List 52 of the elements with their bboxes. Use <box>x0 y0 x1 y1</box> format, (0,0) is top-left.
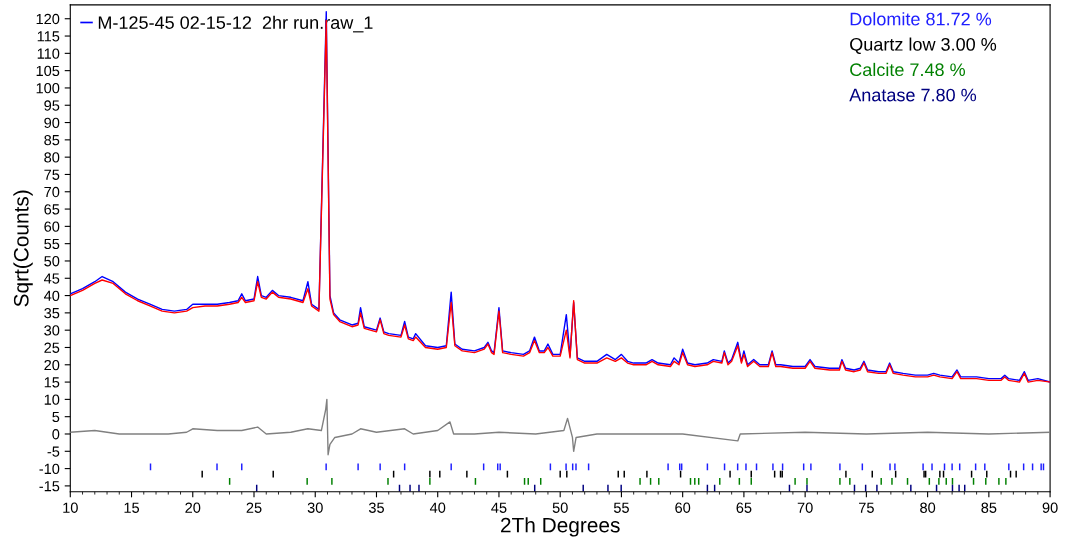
y-tick-label: 25 <box>44 342 60 353</box>
x-tick-label: 50 <box>552 502 568 513</box>
text: Calcite 7.48 % <box>850 62 966 77</box>
x-tick-label: 15 <box>124 502 140 513</box>
text: Quartz low 3.00 % <box>850 37 997 55</box>
y-tick-label: -5 <box>47 446 60 457</box>
x-tick-label: 60 <box>675 502 691 513</box>
x-axis-title: 2Th Degrees <box>501 517 620 537</box>
y-tick-label: 90 <box>44 117 60 128</box>
y-tick-label: 0 <box>52 429 60 440</box>
x-tick-label: 40 <box>429 502 446 513</box>
text: Anatase 7.80 % <box>849 88 977 102</box>
x-tick-label: 75 <box>859 502 874 513</box>
x-tick-label: 55 <box>613 502 629 513</box>
x-tick-label: 65 <box>736 502 752 513</box>
y-tick-label: 35 <box>44 307 60 319</box>
x-tick-label: 85 <box>981 502 997 513</box>
y-tick-label: 20 <box>44 359 60 371</box>
y-tick-label: -10 <box>39 463 60 475</box>
x-tick-label: 30 <box>307 502 323 513</box>
line-series <box>70 398 1051 456</box>
y-tick-label: 70 <box>44 186 60 198</box>
y-tick-label: 65 <box>44 204 60 215</box>
y-tick-label: 120 <box>36 13 60 25</box>
x-tick-label: 90 <box>1042 502 1058 513</box>
y-tick-label: 85 <box>44 134 60 146</box>
y-axis-title: Sqrt(Counts) <box>13 190 33 307</box>
y-tick-label: 15 <box>44 377 60 388</box>
y-tick-label: 110 <box>37 48 60 59</box>
y-tick-label: 105 <box>36 65 60 77</box>
x-tick-label: 70 <box>797 502 813 513</box>
y-tick-label: 30 <box>44 325 60 336</box>
y-tick-label: 40 <box>43 290 60 301</box>
x-tick-label: 20 <box>185 502 201 513</box>
text: Dolomite 81.72 % <box>850 12 992 26</box>
x-tick-label: 45 <box>491 502 507 513</box>
y-tick-label: 5 <box>52 411 60 423</box>
y-tick-label: 50 <box>44 256 60 267</box>
x-tick-label: 35 <box>368 502 384 513</box>
y-tick-label: 55 <box>44 238 60 250</box>
x-tick-label: 80 <box>920 502 936 513</box>
y-tick-label: 75 <box>44 169 60 180</box>
y-tick-label: 115 <box>37 31 60 42</box>
y-tick-label: -15 <box>39 481 60 492</box>
y-tick-label: 10 <box>44 394 60 405</box>
x-tick-label: 25 <box>246 502 262 513</box>
y-tick-label: 95 <box>44 100 60 111</box>
y-tick-label: 45 <box>43 273 60 284</box>
x-tick-label: 10 <box>63 502 78 513</box>
y-tick-label: 60 <box>44 221 60 232</box>
y-tick-label: 100 <box>36 83 60 94</box>
y-tick-label: 80 <box>44 152 60 163</box>
